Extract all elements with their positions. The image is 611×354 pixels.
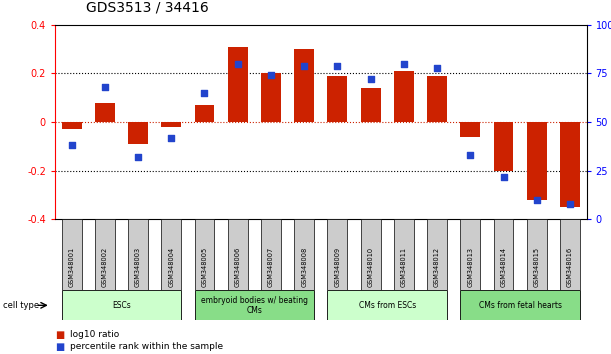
Bar: [327, 219, 347, 290]
Bar: [394, 219, 414, 290]
Point: [166, 135, 176, 141]
Text: embryoid bodies w/ beating
CMs: embryoid bodies w/ beating CMs: [201, 296, 308, 315]
Point: [366, 76, 376, 82]
Bar: [295, 49, 314, 122]
Point: [499, 174, 508, 179]
Point: [200, 90, 210, 96]
Text: GSM348011: GSM348011: [401, 247, 407, 287]
Bar: [161, 122, 181, 127]
Bar: [427, 219, 447, 290]
Bar: [460, 290, 580, 320]
Text: GSM348005: GSM348005: [202, 246, 208, 287]
Bar: [360, 219, 381, 290]
Bar: [228, 219, 247, 290]
Bar: [527, 122, 547, 200]
Text: GSM348008: GSM348008: [301, 246, 307, 287]
Bar: [360, 88, 381, 122]
Text: GSM348016: GSM348016: [567, 247, 573, 287]
Bar: [295, 219, 314, 290]
Bar: [194, 219, 214, 290]
Point: [133, 154, 143, 160]
Text: GSM348007: GSM348007: [268, 246, 274, 287]
Text: GSM348012: GSM348012: [434, 247, 440, 287]
Text: CMs from ESCs: CMs from ESCs: [359, 301, 416, 310]
Text: GSM348006: GSM348006: [235, 246, 241, 287]
Text: GSM348015: GSM348015: [534, 247, 540, 287]
Text: ESCs: ESCs: [112, 301, 131, 310]
Bar: [261, 73, 281, 122]
Bar: [560, 219, 580, 290]
Text: GSM348014: GSM348014: [500, 247, 507, 287]
Text: GSM348004: GSM348004: [168, 246, 174, 287]
Text: cell type: cell type: [3, 301, 39, 310]
Bar: [527, 219, 547, 290]
Point: [565, 201, 575, 207]
Text: GSM348003: GSM348003: [135, 247, 141, 287]
Text: GSM348013: GSM348013: [467, 247, 474, 287]
Bar: [560, 122, 580, 207]
Point: [399, 61, 409, 67]
Bar: [327, 76, 347, 122]
Bar: [194, 290, 314, 320]
Bar: [128, 219, 148, 290]
Text: ■: ■: [55, 342, 64, 352]
Text: GSM348001: GSM348001: [68, 247, 75, 287]
Point: [432, 65, 442, 70]
Point: [100, 84, 110, 90]
Bar: [261, 219, 281, 290]
Bar: [327, 290, 447, 320]
Point: [266, 73, 276, 78]
Bar: [161, 219, 181, 290]
Point: [466, 152, 475, 158]
Text: ■: ■: [55, 330, 64, 339]
Text: CMs from fetal hearts: CMs from fetal hearts: [478, 301, 562, 310]
Text: percentile rank within the sample: percentile rank within the sample: [70, 342, 224, 352]
Bar: [62, 122, 82, 130]
Bar: [460, 219, 480, 290]
Point: [332, 63, 342, 68]
Text: GSM348010: GSM348010: [368, 247, 373, 287]
Bar: [494, 122, 513, 171]
Bar: [95, 219, 115, 290]
Text: GSM348002: GSM348002: [102, 246, 108, 287]
Point: [299, 63, 309, 68]
Text: log10 ratio: log10 ratio: [70, 330, 120, 339]
Bar: [394, 71, 414, 122]
Bar: [460, 122, 480, 137]
Bar: [62, 219, 82, 290]
Point: [532, 197, 541, 203]
Point: [233, 61, 243, 67]
Bar: [427, 76, 447, 122]
Bar: [95, 103, 115, 122]
Bar: [228, 47, 247, 122]
Text: GDS3513 / 34416: GDS3513 / 34416: [86, 0, 208, 14]
Bar: [62, 290, 181, 320]
Bar: [194, 105, 214, 122]
Point: [67, 143, 76, 148]
Text: GSM348009: GSM348009: [334, 247, 340, 287]
Bar: [128, 122, 148, 144]
Bar: [494, 219, 513, 290]
